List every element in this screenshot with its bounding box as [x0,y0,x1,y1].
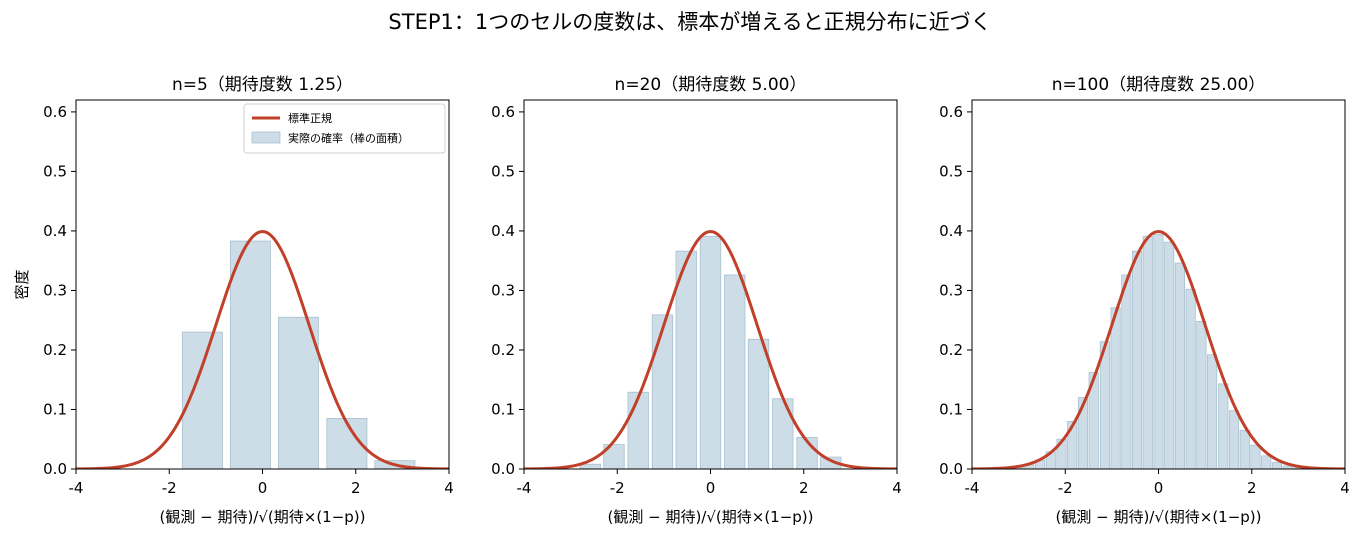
x-tick-label: 4 [892,479,902,497]
plot-area [972,230,1345,469]
y-tick-label: 0.1 [939,400,963,418]
histogram-bar [1077,397,1089,469]
histogram-bar [1131,250,1143,469]
histogram-bar [1153,234,1164,469]
x-axis-label: (観測 − 期待)/√(期待×(1−p)) [607,508,813,526]
y-tick-label: 0.5 [491,162,515,180]
y-tick-label: 0.0 [43,460,67,478]
chart-panel-2: 0.0 0.1 0.2 0.3 0.4 0.5 0.6 -4 -2 0 2 4 n=20（期待度数 5.… [491,75,902,526]
x-tick-label: 0 [1154,479,1164,497]
x-tick-label: 4 [444,479,454,497]
chart-panel-3: 0.0 0.1 0.2 0.3 0.4 0.5 0.6 -4 -2 0 2 4 n=100（期待度数 2… [939,75,1350,526]
x-axis-label: (観測 − 期待)/√(期待×(1−p)) [159,508,365,526]
y-tick-label: 0.4 [43,222,67,240]
y-tick-label: 0.2 [491,341,515,359]
y-tick-label: 0.4 [939,222,963,240]
y-tick-label: 0.6 [491,103,515,121]
x-tick-label: -4 [69,479,84,497]
y-tick-label: 0.2 [43,341,67,359]
y-tick-label: 0.0 [939,460,963,478]
normal-curve [76,230,449,469]
y-tick-label: 0.5 [43,162,67,180]
x-tick-label: -4 [517,479,532,497]
x-tick-label: 0 [258,479,268,497]
legend-frame [243,103,446,154]
legend-bar-swatch [251,131,281,144]
y-tick-label: 0.2 [939,341,963,359]
chart-title: n=5（期待度数 1.25） [172,75,353,95]
y-tick-label: 0.6 [43,103,67,121]
histogram-bar [1174,262,1186,469]
histogram-bar [277,316,319,469]
chart-title: n=100（期待度数 25.00） [1052,75,1266,95]
normal-curve [972,230,1345,469]
histogram-bar [1099,341,1110,469]
legend-bars-label: 実際の確率（棒の面積） [288,131,409,145]
histogram-bar [1196,320,1207,469]
histogram-bar [772,398,794,469]
histogram-bar [1239,429,1250,469]
panels: 0.0 0.1 0.2 0.3 0.4 0.5 0.6 -4 -2 0 2 4 n=5（期待度数 1.2… [13,75,1350,526]
y-axis-label: 密度 [13,269,31,299]
histogram-bar [675,250,697,469]
histogram-bar [1228,410,1240,469]
plot-area [524,230,897,469]
histogram-bar [579,463,601,469]
y-tick-label: 0.1 [43,400,67,418]
histogram-bar [1271,462,1282,469]
histogram-bar [1142,235,1153,469]
histogram-bar [1207,354,1218,469]
x-tick-label: -2 [1058,479,1073,497]
histogram-bar [1164,241,1175,469]
y-tick-label: 0.0 [491,460,515,478]
histogram-bar [699,235,722,469]
histogram-bar [1250,444,1261,469]
x-tick-label: 2 [1247,479,1257,497]
legend-normal-label: 標準正規 [288,111,332,125]
histogram-bar [603,444,625,469]
chart-title: n=20（期待度数 5.00） [615,75,807,95]
y-tick-label: 0.6 [939,103,963,121]
histogram-bar [627,391,649,469]
y-tick-label: 0.3 [43,281,67,299]
x-tick-label: 0 [706,479,716,497]
histogram-bar [1185,288,1196,469]
x-tick-label: 4 [1340,479,1350,497]
y-tick-label: 0.4 [491,222,515,240]
histogram-bar [1261,455,1272,469]
chart-panel-1: 0.0 0.1 0.2 0.3 0.4 0.5 0.6 -4 -2 0 2 4 n=5（期待度数 1.2… [13,75,454,526]
x-tick-label: -4 [965,479,980,497]
normal-curve [524,230,897,469]
histogram-bar [229,240,271,469]
histogram-bar [1056,438,1067,469]
y-tick-label: 0.5 [939,162,963,180]
x-tick-label: -2 [610,479,625,497]
plot-area [76,230,449,469]
histogram-bar [724,274,746,469]
histogram-bar [651,314,674,469]
y-tick-label: 0.3 [491,281,515,299]
x-tick-label: 2 [799,479,809,497]
figure-title: STEP1：1つのセルの度数は、標本が増えると正規分布に近づく [388,10,991,34]
histogram-bar [1282,465,1293,469]
histogram-bar [1110,307,1121,469]
x-axis-label: (観測 − 期待)/√(期待×(1−p)) [1055,508,1261,526]
histogram-bar [1218,383,1229,469]
x-tick-label: 2 [351,479,361,497]
y-tick-label: 0.1 [491,400,515,418]
histogram-bar [747,338,770,469]
histogram-bar [1121,274,1132,469]
y-tick-label: 0.3 [939,281,963,299]
x-tick-label: -2 [162,479,177,497]
